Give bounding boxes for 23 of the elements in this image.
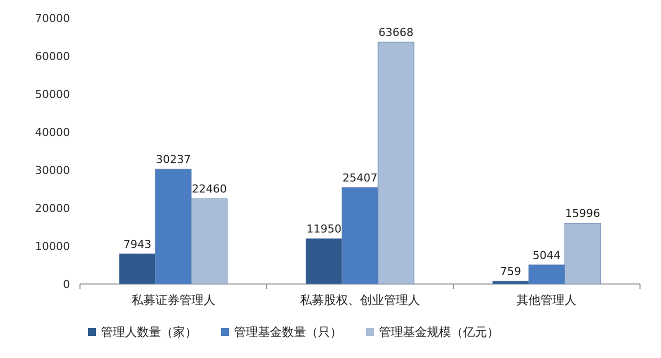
x-tick-label: 私募证券管理人	[131, 293, 216, 307]
y-tick-label: 50000	[35, 88, 70, 101]
x-tick-label: 其他管理人	[516, 293, 577, 307]
data-label: 11950	[306, 222, 342, 236]
y-tick-label: 20000	[35, 202, 70, 215]
data-label: 5044	[532, 248, 561, 262]
y-tick-label: 10000	[35, 240, 70, 253]
data-label: 30237	[156, 153, 191, 166]
data-label: 63668	[378, 26, 414, 40]
legend-label: 管理基金数量（只）	[234, 325, 342, 339]
y-tick-label: 60000	[35, 50, 70, 63]
legend-label: 管理人数量（家）	[101, 325, 197, 339]
y-tick-label: 0	[63, 278, 70, 291]
data-label: 759	[500, 265, 522, 278]
y-tick-label: 30000	[35, 164, 70, 177]
data-label: 7943	[123, 238, 152, 251]
data-label: 22460	[192, 182, 227, 196]
y-tick-label: 40000	[35, 126, 70, 139]
legend-label: 管理基金规模（亿元）	[379, 325, 499, 339]
data-label: 25407	[342, 171, 378, 184]
data-label: 15996	[565, 207, 600, 220]
y-tick-label: 70000	[35, 12, 70, 25]
x-tick-label: 私募股权、创业管理人	[300, 293, 420, 307]
